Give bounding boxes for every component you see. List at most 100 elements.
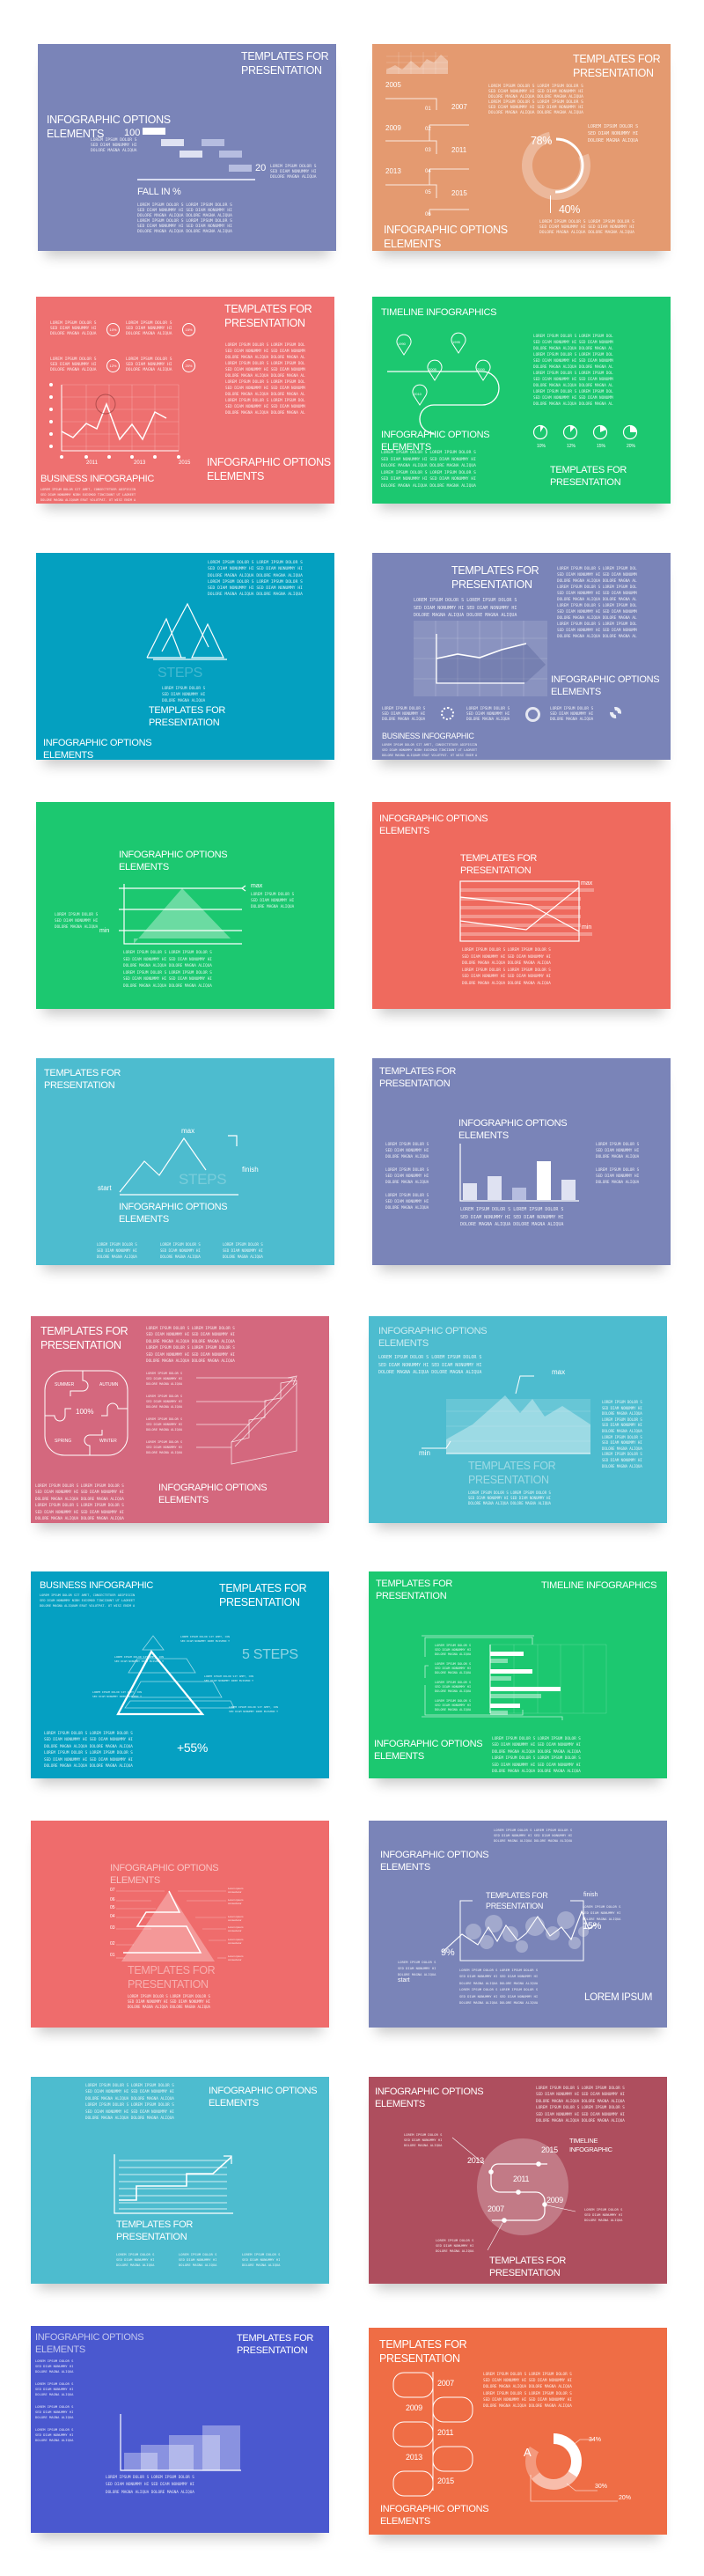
slide-12[interactable]: INFOGRAPHIC OPTIONS ELEMENTS LOREM IPSUM… (369, 1316, 667, 1523)
slide-subtitle: INFOGRAPHIC OPTIONS ELEMENTS (374, 1739, 483, 1763)
pin-year: 2005 (429, 367, 436, 372)
lorem-text: LOREM IPSUM DOLOR S LOREM IPSUM DOLOR S … (128, 1994, 210, 2009)
lorem-text: LOREM IPSUM DOLOR S SED DIAM NONUMMY HI … (146, 1395, 183, 1409)
line-chart (414, 621, 547, 696)
slide-subtitle: INFOGRAPHIC OPTIONS ELEMENTS (551, 674, 660, 698)
slide-subtitle: INFOGRAPHIC OPTIONS ELEMENTS (381, 430, 490, 453)
timeline-heading: TIMELINE INFOGRAPHIC (569, 2137, 612, 2153)
slide-2[interactable]: 2005 2007 2009 2011 2013 2015 01 02 03 0… (372, 44, 671, 251)
lorem-text: LOREM IPSUM DOLOR SIT AMET, CON SED DIAM… (180, 1635, 230, 1643)
year-label: 2007 (451, 103, 467, 111)
slide-1[interactable]: TEMPLATES FOR PRESENTATION INFOGRAPHIC O… (38, 44, 336, 251)
timeline-steps (385, 98, 469, 216)
callout-line (550, 195, 551, 213)
slide-20[interactable]: TEMPLATES FOR PRESENTATION 2007 2009 201… (369, 2328, 667, 2535)
slide-10[interactable]: TEMPLATES FOR PRESENTATION INFOGRAPHIC O… (372, 1058, 671, 1265)
slide-15[interactable]: INFOGRAPHIC OPTIONS ELEMENTS 07 06 05 04… (31, 1821, 329, 2028)
slide-subtitle: INFOGRAPHIC OPTIONS ELEMENTS (43, 738, 152, 760)
lorem-text: LOREM IPSUM DOLOR S LOREM IPSUM DOLOR S … (208, 561, 303, 598)
slide-11[interactable]: TEMPLATES FOR PRESENTATION LOREM IPSUM D… (31, 1316, 329, 1523)
lorem-text: LOREM IPSUM DOLOR S SED DIAM NONUMMY HI … (596, 1143, 640, 1159)
slide-title: TEMPLATES FOR PRESENTATION (149, 705, 225, 729)
lorem-text: LOREM IPSUM DOLOR S SED DIAM NONUMMY HI … (146, 1417, 183, 1432)
year-label: 2009 (385, 124, 401, 132)
slide-title: TEMPLATES FOR PRESENTATION (460, 853, 537, 877)
slide-3[interactable]: TEMPLATES FOR PRESENTATION LOREM IPSUM D… (36, 297, 334, 504)
pie-icon (532, 424, 638, 440)
seasons-cycle (44, 1370, 128, 1456)
steps-line-chart (119, 1135, 238, 1196)
percent-78: 78% (531, 135, 553, 147)
pill-timeline (392, 2372, 473, 2497)
season-label: SPRING (55, 1439, 72, 1444)
lorem-text: LOREM IPSUM DOLOR S SED DIAM NONUMMY HI … (126, 357, 172, 372)
x-tick: 2015 (179, 460, 191, 466)
lorem-text: LOREM IPSUM DOLOR S LOREM IPSUM DOLOR S … (494, 1828, 573, 1843)
fall-label: FALL IN % (137, 187, 181, 197)
slide-5[interactable]: LOREM IPSUM DOLOR S LOREM IPSUM DOLOR S … (36, 553, 334, 760)
lorem-text: Lorem ipsum consectetur (228, 1954, 244, 1961)
min-label: min (419, 1449, 430, 1457)
slide-4[interactable]: TIMELINE INFOGRAPHICS 1990 1995 2005 200… (372, 297, 671, 504)
bubble-line-chart (442, 1900, 598, 1961)
pin-icon (427, 359, 443, 381)
layered-pyramid (116, 1890, 226, 1961)
lorem-text: LOREM IPSUM DOLOR S SED DIAM NONUMMY HI … (55, 913, 99, 930)
lorem-text: LOREM IPSUM DOLOR S SED DIAM NONUMMY HI … (588, 124, 639, 144)
slide-7[interactable]: INFOGRAPHIC OPTIONS ELEMENTS max LOREM I… (36, 802, 334, 1009)
slide-title: TEMPLATES FOR PRESENTATION (237, 2333, 313, 2357)
slide-title: TEMPLATES FOR PRESENTATION (376, 1579, 452, 1602)
lorem-text: Lorem ipsum consectetur (228, 1938, 244, 1945)
lorem-text: LOREM IPSUM DOLOR S LOREM IPSUM DOLOR S … (414, 598, 517, 618)
percent-40: 40% (559, 203, 581, 216)
year-label: 2015 (437, 2477, 454, 2485)
business-heading: BUSINESS INFOGRAPHIC (40, 474, 155, 484)
slide-title: TEMPLATES FOR PRESENTATION (241, 50, 329, 77)
horizontal-bar-chart (422, 1635, 607, 1720)
slide-subtitle: INFOGRAPHIC OPTIONS ELEMENTS (375, 2087, 484, 2110)
lorem-text: LOREM IPSUM DOLOR S SED DIAM NONUMMY HI … (435, 1644, 472, 1656)
step-number: 05 (425, 190, 431, 195)
lorem-text: LOREM IPSUM DOLOR SIT AMET, CON SED DIAM… (92, 1690, 142, 1698)
slide-subtitle: INFOGRAPHIC OPTIONS ELEMENTS (379, 813, 488, 837)
business-heading: BUSINESS INFOGRAPHIC (382, 732, 474, 740)
slide-9[interactable]: TEMPLATES FOR PRESENTATION max start fin… (36, 1058, 334, 1265)
lorem-text: LOREM IPSUM DOLOR S SED DIAM NONUMMY HI … (550, 707, 594, 722)
slide-13[interactable]: BUSINESS INFOGRAPHIC LOREM IPSUM DOLOR S… (31, 1571, 329, 1778)
x-tick: 2011 (86, 460, 98, 466)
lorem-text: LOREM IPSUM DOLOR S LOREM IPSUM DOL SED … (557, 567, 637, 639)
percent-15: 15% (583, 1921, 602, 1932)
finish-label: finish (242, 1166, 259, 1174)
step-number: 01 (425, 107, 431, 112)
lorem-text: LOREM IPSUM DOLOR S LOREM IPSUM DOLOR S … (378, 1355, 482, 1375)
pin-icon (396, 334, 412, 356)
lorem-text: LOREM IPSUM DOLOR S SED DIAM NONUMMY HI … (50, 357, 97, 372)
slide-16[interactable]: LOREM IPSUM DOLOR S LOREM IPSUM DOLOR S … (369, 1821, 667, 2028)
slide-6[interactable]: TEMPLATES FOR PRESENTATION LOREM IPSUM D… (372, 553, 671, 760)
lorem-text: LOREM IPSUM DOLOR S SED DIAM NONUMMY HI … (435, 1662, 472, 1674)
slide-18[interactable]: INFOGRAPHIC OPTIONS ELEMENTS LOREM IPSUM… (369, 2077, 667, 2284)
slide-14[interactable]: TEMPLATES FOR PRESENTATION TIMELINE INFO… (369, 1571, 667, 1778)
year-label: 2007 (437, 2379, 454, 2388)
slide-title: TEMPLATES FOR PRESENTATION (489, 2256, 566, 2279)
year-label: 2009 (546, 2196, 563, 2204)
max-label: max (552, 1368, 566, 1376)
donut-chart (522, 131, 590, 200)
slide-17[interactable]: LOREM IPSUM DOLOR S LOREM IPSUM DOLOR S … (31, 2077, 329, 2284)
lorem-text: LOREM IPSUM DOLOR S LOREM IPSUM DOLOR S … (85, 2084, 174, 2122)
badge: 20% (182, 359, 195, 372)
year-label: 2009 (406, 2403, 422, 2412)
year-label: 2011 (437, 2428, 454, 2437)
year-label: 2011 (513, 2175, 530, 2183)
slide-19[interactable]: INFOGRAPHIC OPTIONS ELEMENTS TEMPLATES F… (31, 2326, 329, 2533)
five-steps-label: 5 STEPS (242, 1647, 298, 1662)
step-number: 03 (425, 148, 431, 153)
badge: 12% (106, 359, 120, 372)
lorem-text: LOREM IPSUM DOLOR S SED DIAM NONUMMY HI … (435, 1681, 472, 1693)
slide-8[interactable]: INFOGRAPHIC OPTIONS ELEMENTS TEMPLATES F… (372, 802, 671, 1009)
lorem-text: LOREM IPSUM DOLOR S SED DIAM NONUMMY HI … (146, 1440, 183, 1454)
lorem-text: LOREM IPSUM DOLOR S SED DIAM NONUMMY HI … (385, 1194, 429, 1211)
lorem-ipsum-label: LOREM IPSUM (584, 1992, 653, 2003)
level-label: 04 (110, 1914, 115, 1919)
crossing-chart (459, 880, 594, 942)
